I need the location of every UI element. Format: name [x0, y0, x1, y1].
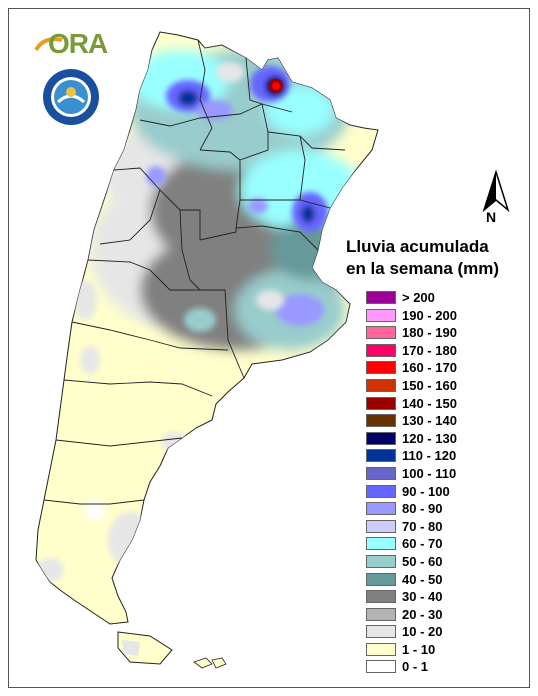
legend-label: 90 - 100 — [402, 483, 450, 499]
legend-label: 190 - 200 — [402, 307, 457, 323]
legend-swatch — [366, 625, 396, 639]
legend-label: 20 - 30 — [402, 606, 443, 622]
legend-label: 160 - 170 — [402, 360, 457, 376]
legend-swatch — [366, 572, 396, 586]
legend-swatch — [366, 607, 396, 621]
legend-label: 70 - 80 — [402, 518, 443, 534]
legend-label: 10 - 20 — [402, 624, 443, 640]
legend-swatch — [366, 484, 396, 498]
legend-label: 40 - 50 — [402, 571, 443, 587]
seal-emblem-icon — [43, 69, 99, 125]
legend-label: 180 - 190 — [402, 325, 457, 341]
legend-label: 130 - 140 — [402, 413, 457, 429]
legend-swatch — [366, 502, 396, 516]
legend-swatch — [366, 519, 396, 533]
legend-label: 100 - 110 — [402, 465, 457, 481]
legend-label: 60 - 70 — [402, 536, 443, 552]
legend-swatch — [366, 431, 396, 445]
legend-title-line1: Lluvia acumulada — [346, 237, 489, 256]
legend-label: 140 - 150 — [402, 395, 457, 411]
legend-swatch — [366, 343, 396, 357]
ora-logo: ORA — [34, 28, 108, 62]
legend-swatch — [366, 554, 396, 568]
sun-swoosh-icon — [34, 37, 63, 52]
legend-swatch — [366, 642, 396, 656]
legend-label: 110 - 120 — [402, 448, 457, 464]
legend-swatch — [366, 590, 396, 604]
legend-label: 80 - 90 — [402, 501, 443, 517]
legend-label: 150 - 160 — [402, 377, 457, 393]
legend-label: 30 - 40 — [402, 589, 443, 605]
legend-swatch — [366, 660, 396, 674]
legend-label: 0 - 1 — [402, 659, 429, 675]
legend-swatch — [366, 466, 396, 480]
legend-swatch — [366, 326, 396, 340]
legend-label: 170 - 180 — [402, 342, 457, 358]
legend-swatch — [366, 396, 396, 410]
legend-swatch — [366, 449, 396, 463]
ora-logo-text: ORA — [48, 28, 108, 59]
legend-title: Lluvia acumulada en la semana (mm) — [346, 236, 499, 280]
north-label: N — [486, 209, 497, 225]
north-arrow — [478, 169, 514, 222]
legend-swatch — [366, 291, 396, 304]
legend-swatch — [366, 414, 396, 428]
legend-swatch — [366, 378, 396, 392]
institution-seal — [42, 68, 100, 126]
legend-swatch — [366, 537, 396, 551]
legend-label: 1 - 10 — [402, 641, 436, 657]
legend-label: 50 - 60 — [402, 553, 443, 569]
legend-label: 120 - 130 — [402, 430, 457, 446]
legend-swatch — [366, 308, 396, 322]
north-arrow-icon — [482, 169, 510, 213]
legend-title-line2: en la semana (mm) — [346, 259, 500, 278]
legend-label: > 200 — [402, 290, 435, 305]
legend-swatch — [366, 361, 396, 375]
